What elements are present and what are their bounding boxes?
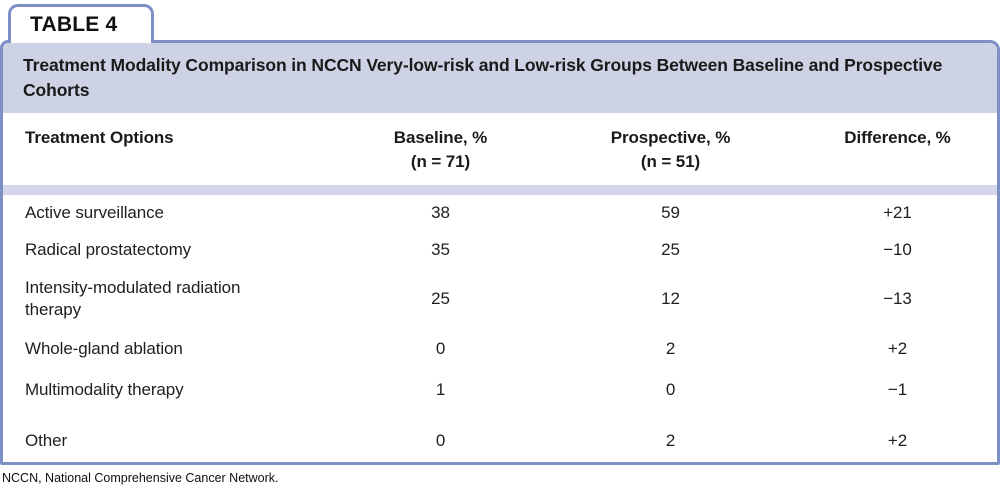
treatment-option-cell: Other [25, 430, 68, 450]
difference-cell: −1 [887, 380, 908, 399]
treatment-option-cell: Radical prostatectomy [25, 240, 192, 259]
prospective-cell: 59 [661, 203, 680, 222]
table-row: Radical prostatectomy 35 25 −10 [3, 231, 997, 269]
prospective-cell: 0 [665, 380, 676, 399]
prospective-cell: 2 [665, 339, 676, 358]
table-row: Multimodality therapy 1 0 −1 [3, 369, 997, 411]
baseline-cell: 1 [435, 380, 446, 399]
treatment-option-cell: Whole-gland ablation [25, 339, 183, 358]
separator-band-cell [3, 185, 997, 195]
treatment-option-cell: Active surveillance [25, 203, 164, 222]
table-title: Treatment Modality Comparison in NCCN Ve… [23, 55, 943, 100]
baseline-cell: 0 [435, 430, 446, 450]
table-header-row: Treatment Options Baseline, % (n = 71) P… [3, 113, 997, 185]
table-number-tab: TABLE 4 [8, 4, 154, 43]
treatment-option-cell: Multimodality therapy [25, 380, 184, 399]
table-number-label: TABLE 4 [30, 13, 118, 36]
col-header-label: Baseline, % [393, 128, 488, 147]
prospective-cell: 12 [661, 289, 680, 308]
difference-cell: −13 [883, 289, 912, 308]
col-header-label: Difference, % [844, 128, 951, 147]
col-header-baseline: Baseline, % (n = 71) [338, 113, 543, 185]
treatment-option-cell: Intensity-modulated radiation therapy [25, 278, 241, 319]
baseline-cell: 25 [431, 289, 450, 308]
col-header-label: Treatment Options [25, 128, 174, 147]
treatment-modality-table: Treatment Options Baseline, % (n = 71) P… [3, 113, 997, 461]
difference-cell: +21 [883, 203, 912, 222]
table-title-band: Treatment Modality Comparison in NCCN Ve… [3, 43, 997, 113]
header-separator-band [3, 185, 997, 195]
difference-cell: −10 [883, 240, 912, 259]
col-header-sublabel: (n = 71) [410, 152, 471, 171]
table-panel: Treatment Modality Comparison in NCCN Ve… [0, 40, 1000, 465]
col-header-treatment-options: Treatment Options [3, 113, 338, 185]
col-header-prospective: Prospective, % (n = 51) [543, 113, 798, 185]
col-header-difference: Difference, % [798, 113, 997, 185]
baseline-cell: 35 [431, 240, 450, 259]
table-row: Intensity-modulated radiation therapy 25… [3, 269, 997, 329]
prospective-cell: 25 [661, 240, 680, 259]
difference-cell: +2 [887, 339, 908, 358]
difference-cell: +2 [887, 430, 908, 450]
footnote: NCCN, National Comprehensive Cancer Netw… [2, 471, 279, 485]
table-row: Other 0 2 +2 [3, 411, 997, 461]
prospective-cell: 2 [665, 430, 676, 450]
baseline-cell: 38 [431, 203, 450, 222]
table-row: Active surveillance 38 59 +21 [3, 195, 997, 231]
col-header-sublabel: (n = 51) [640, 152, 701, 171]
col-header-label: Prospective, % [610, 128, 731, 147]
baseline-cell: 0 [435, 339, 446, 358]
table-row: Whole-gland ablation 0 2 +2 [3, 329, 997, 369]
